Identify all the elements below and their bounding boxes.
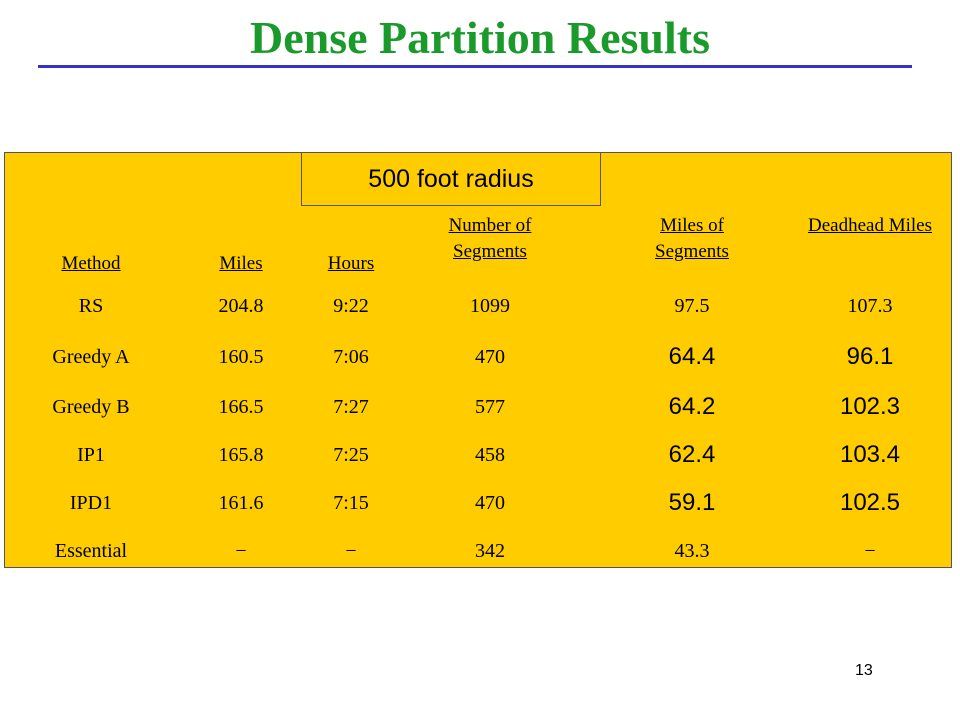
cell-hours: 7:15 (333, 492, 369, 514)
title-divider (38, 65, 912, 68)
cell-seg-miles: 97.5 (674, 295, 710, 317)
cell-method: IPD1 (69, 492, 113, 514)
cell-seg-miles: 62.4 (668, 441, 716, 468)
cell-segments: 470 (475, 492, 505, 514)
cell-seg-miles: 43.3 (674, 540, 710, 562)
cell-deadhead: 102.3 (839, 393, 901, 420)
header-hours: Hours (327, 253, 375, 274)
results-table: 500 foot radius Method Miles Hours Numbe… (4, 152, 952, 568)
cell-miles: 160.5 (218, 346, 264, 368)
cell-miles: 204.8 (218, 295, 264, 317)
cell-seg-miles: 64.2 (668, 393, 716, 420)
cell-hours: − (345, 540, 357, 562)
cell-method: IP1 (77, 444, 105, 466)
group-header-radius: 500 foot radius (301, 152, 601, 206)
cell-method: RS (78, 295, 104, 317)
header-segments-count: Number of Segments (448, 215, 532, 262)
header-method: Method (61, 253, 121, 274)
page-number: 13 (855, 662, 873, 679)
cell-deadhead: 103.4 (839, 441, 901, 468)
cell-segments: 577 (475, 396, 505, 418)
cell-miles: 165.8 (218, 444, 264, 466)
cell-miles: − (235, 540, 247, 562)
cell-segments: 458 (475, 444, 505, 466)
cell-segments: 342 (475, 540, 505, 562)
cell-miles: 166.5 (218, 396, 264, 418)
cell-deadhead: − (864, 540, 876, 562)
cell-seg-miles: 59.1 (668, 489, 716, 516)
header-deadhead: Deadhead Miles (808, 215, 932, 236)
cell-hours: 7:27 (333, 396, 369, 418)
cell-hours: 7:25 (333, 444, 369, 466)
cell-segments: 1099 (470, 295, 510, 317)
cell-miles: 161.6 (218, 492, 264, 514)
slide-title: Dense Partition Results (250, 12, 710, 63)
cell-method: Greedy A (52, 346, 130, 368)
cell-deadhead: 107.3 (847, 295, 893, 317)
cell-deadhead: 96.1 (846, 343, 894, 370)
cell-hours: 7:06 (333, 346, 369, 368)
cell-deadhead: 102.5 (839, 489, 901, 516)
cell-method: Greedy B (52, 396, 130, 418)
header-miles: Miles (219, 253, 263, 274)
cell-hours: 9:22 (333, 295, 369, 317)
cell-segments: 470 (475, 346, 505, 368)
header-segments-miles: Miles of Segments (655, 215, 729, 262)
cell-seg-miles: 64.4 (668, 343, 716, 370)
cell-method: Essential (54, 540, 128, 562)
